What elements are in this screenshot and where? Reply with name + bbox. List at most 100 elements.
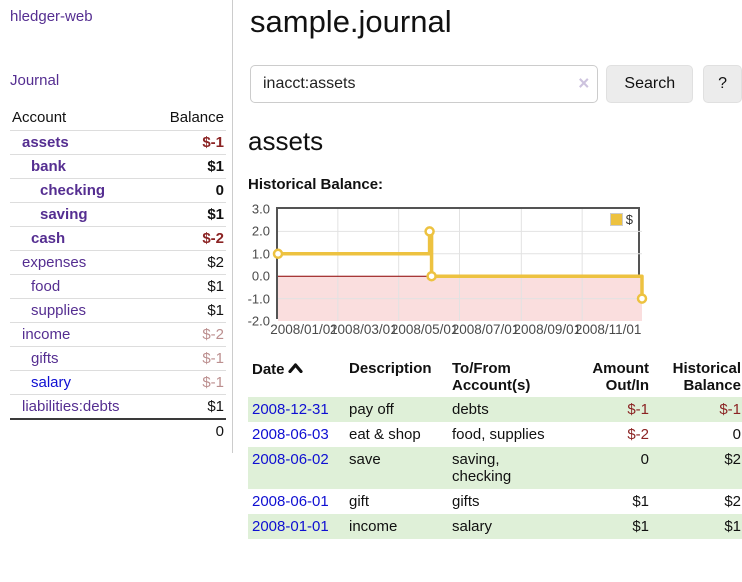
search-box: ×: [250, 65, 599, 103]
transaction-accounts: food, supplies: [452, 426, 545, 443]
historical-balance-chart[interactable]: 3.0 2.0 1.0 0.0 -1.0 -2.0 $ 2008/01/01 2008/03…: [247, 202, 648, 337]
chart-y-axis: 3.0 2.0 1.0 0.0 -1.0 -2.0: [247, 202, 272, 329]
register-row: 2008-12-31 pay off debts $-1 $-1: [248, 397, 742, 422]
sidebar-account-link[interactable]: cash: [31, 230, 66, 247]
transaction-description: save: [349, 451, 381, 468]
transaction-balance: $2: [724, 451, 741, 468]
transaction-date-link[interactable]: 2008-06-03: [252, 426, 329, 443]
accounts-total-row: 0: [10, 419, 226, 443]
sidebar-account-link[interactable]: saving: [40, 206, 88, 223]
transaction-accounts: salary: [452, 518, 493, 535]
x-tick-label: 2008/05/01: [390, 322, 459, 337]
sidebar-account-balance: $-1: [202, 374, 224, 391]
account-row: assets $-1: [10, 130, 226, 155]
sidebar-account-link[interactable]: salary: [31, 374, 72, 391]
search-button[interactable]: Search: [606, 65, 694, 103]
transaction-accounts: gifts: [452, 493, 480, 510]
sidebar-account-balance: 0: [215, 182, 224, 199]
sidebar-account-balance: $-1: [202, 350, 224, 367]
account-row: supplies $1: [10, 298, 226, 323]
register-header-amount: Amount Out/In: [592, 360, 649, 394]
x-tick-label: 2008/11/01: [574, 322, 642, 337]
page-title: sample.journal: [250, 4, 452, 39]
register-row: 2008-06-02 save saving, checking 0 $2: [248, 447, 742, 489]
x-tick-label: 2008/01/01: [270, 322, 338, 337]
transaction-amount: $1: [632, 518, 649, 535]
sidebar-account-link[interactable]: supplies: [31, 302, 87, 319]
clear-search-icon[interactable]: ×: [578, 73, 590, 95]
chart-x-axis: 2008/01/01 2008/03/01 2008/05/01 2008/07/01…: [270, 319, 668, 337]
sidebar-account-balance: $1: [207, 398, 224, 415]
search-input[interactable]: [250, 65, 599, 103]
transaction-date-link[interactable]: 2008-06-02: [252, 451, 329, 468]
transaction-description: pay off: [349, 401, 394, 418]
x-tick-label: 2008/07/01: [451, 322, 520, 337]
transaction-amount: 0: [640, 451, 649, 468]
search-bar: × Search ?: [250, 65, 742, 103]
y-tick-label: 2.0: [251, 223, 270, 239]
register-row: 2008-01-01 income salary $1 $1: [248, 514, 742, 539]
chart-canvas: [272, 209, 648, 321]
sidebar-account-link[interactable]: checking: [40, 182, 106, 199]
accounts-column-header: Account: [12, 109, 67, 126]
legend-label: $: [625, 212, 633, 227]
transaction-accounts: debts: [452, 401, 489, 418]
x-tick-label: 2008/09/01: [513, 322, 582, 337]
x-tick-label: 2008/03/01: [330, 322, 398, 337]
transaction-amount: $-2: [627, 426, 649, 443]
chart-legend: $: [609, 212, 633, 227]
transaction-accounts: saving, checking: [452, 451, 512, 485]
legend-swatch-icon: [609, 213, 623, 226]
sidebar-account-link[interactable]: food: [31, 278, 61, 295]
register-row: 2008-06-01 gift gifts $1 $2: [248, 489, 742, 514]
transaction-description: gift: [349, 493, 370, 510]
transaction-balance: $2: [724, 493, 741, 510]
account-row: salary $-1: [10, 370, 226, 395]
account-row: food $1: [10, 274, 226, 299]
sidebar-account-balance: $-1: [202, 134, 224, 151]
account-row: income $-2: [10, 322, 226, 347]
y-tick-label: -2.0: [247, 313, 270, 329]
transaction-date-link[interactable]: 2008-01-01: [252, 518, 329, 535]
sidebar-account-balance: $1: [207, 158, 224, 175]
transaction-date-link[interactable]: 2008-06-01: [252, 493, 329, 510]
register-header-date[interactable]: Date: [248, 357, 345, 397]
transaction-date-link[interactable]: 2008-12-31: [252, 401, 329, 418]
sidebar-account-link[interactable]: gifts: [31, 350, 59, 367]
app-title-link[interactable]: hledger-web: [10, 8, 93, 25]
y-tick-label: -1.0: [247, 291, 270, 307]
accounts-table: Account Balance assets $-1 bank $1 checking 0…: [10, 106, 226, 443]
account-row: expenses $2: [10, 250, 226, 275]
transaction-balance: $-1: [719, 401, 741, 418]
y-tick-label: 1.0: [251, 246, 270, 262]
transaction-balance: $1: [724, 518, 741, 535]
account-row: checking 0: [10, 178, 226, 203]
main-content: sample.journal × Search ? assets Histori…: [233, 0, 742, 539]
sort-ascending-icon: [287, 360, 303, 377]
account-row: bank $1: [10, 154, 226, 179]
register-table: Date Description To/From Account(s) Amou…: [248, 357, 742, 539]
register-header-accounts: To/From Account(s): [452, 360, 531, 394]
transaction-description: eat & shop: [349, 426, 421, 443]
sidebar-account-link[interactable]: liabilities:debts: [22, 398, 120, 415]
transaction-description: income: [349, 518, 398, 535]
sidebar-account-link[interactable]: income: [22, 326, 71, 343]
balance-column-header: Balance: [169, 109, 224, 126]
sidebar-account-link[interactable]: assets: [22, 134, 69, 151]
account-row: saving $1: [10, 202, 226, 227]
y-tick-label: 0.0: [251, 268, 270, 284]
chart-title: Historical Balance:: [248, 176, 384, 193]
transaction-amount: $-1: [627, 401, 649, 418]
sidebar-account-balance: $-2: [202, 230, 224, 247]
app-root: hledger-web Journal Account Balance asse…: [0, 0, 742, 539]
register-header-balance: Historical Balance: [672, 360, 741, 394]
sidebar-account-link[interactable]: bank: [31, 158, 67, 175]
sidebar-item-journal[interactable]: Journal: [10, 72, 60, 89]
sidebar-account-link[interactable]: expenses: [22, 254, 87, 271]
total-balance-value: 0: [215, 423, 224, 440]
y-tick-label: 3.0: [251, 201, 270, 217]
sidebar-account-balance: $1: [207, 206, 224, 223]
sidebar: hledger-web Journal Account Balance asse…: [0, 0, 233, 453]
account-row: cash $-2: [10, 226, 226, 251]
help-button[interactable]: ?: [703, 65, 742, 103]
